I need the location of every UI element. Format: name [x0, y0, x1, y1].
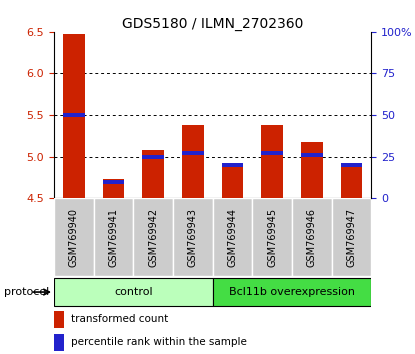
Bar	[54, 335, 64, 350]
Bar	[301, 142, 323, 198]
Bar	[54, 278, 213, 306]
Text: GSM769944: GSM769944	[227, 208, 237, 267]
Bar	[222, 163, 244, 167]
Bar	[332, 198, 371, 276]
Bar	[133, 198, 173, 276]
Bar	[213, 198, 252, 276]
Text: GSM769947: GSM769947	[347, 207, 356, 267]
Text: GSM769945: GSM769945	[267, 207, 277, 267]
Bar	[292, 198, 332, 276]
Text: GSM769941: GSM769941	[108, 208, 118, 267]
Bar	[182, 125, 204, 198]
Bar	[103, 179, 124, 198]
Bar	[301, 153, 323, 157]
Text: percentile rank within the sample: percentile rank within the sample	[71, 337, 247, 348]
Bar	[142, 155, 164, 159]
Bar	[94, 198, 133, 276]
Text: GSM769946: GSM769946	[307, 208, 317, 267]
Bar	[182, 151, 204, 155]
Bar	[103, 179, 124, 184]
Text: Bcl11b overexpression: Bcl11b overexpression	[229, 287, 355, 297]
Bar	[54, 312, 64, 327]
Text: control: control	[114, 287, 153, 297]
Title: GDS5180 / ILMN_2702360: GDS5180 / ILMN_2702360	[122, 17, 303, 31]
Bar	[222, 167, 244, 198]
Bar	[341, 167, 362, 198]
Bar	[252, 198, 292, 276]
Bar	[54, 198, 94, 276]
Bar	[261, 151, 283, 155]
Bar	[341, 163, 362, 167]
Bar	[173, 198, 213, 276]
Text: GSM769940: GSM769940	[69, 208, 79, 267]
Text: transformed count: transformed count	[71, 314, 168, 325]
Bar	[63, 34, 85, 198]
Bar	[142, 150, 164, 198]
Bar	[213, 278, 371, 306]
Bar	[261, 125, 283, 198]
Text: protocol: protocol	[4, 287, 49, 297]
Bar	[63, 113, 85, 117]
Text: GSM769942: GSM769942	[148, 207, 158, 267]
Text: GSM769943: GSM769943	[188, 208, 198, 267]
